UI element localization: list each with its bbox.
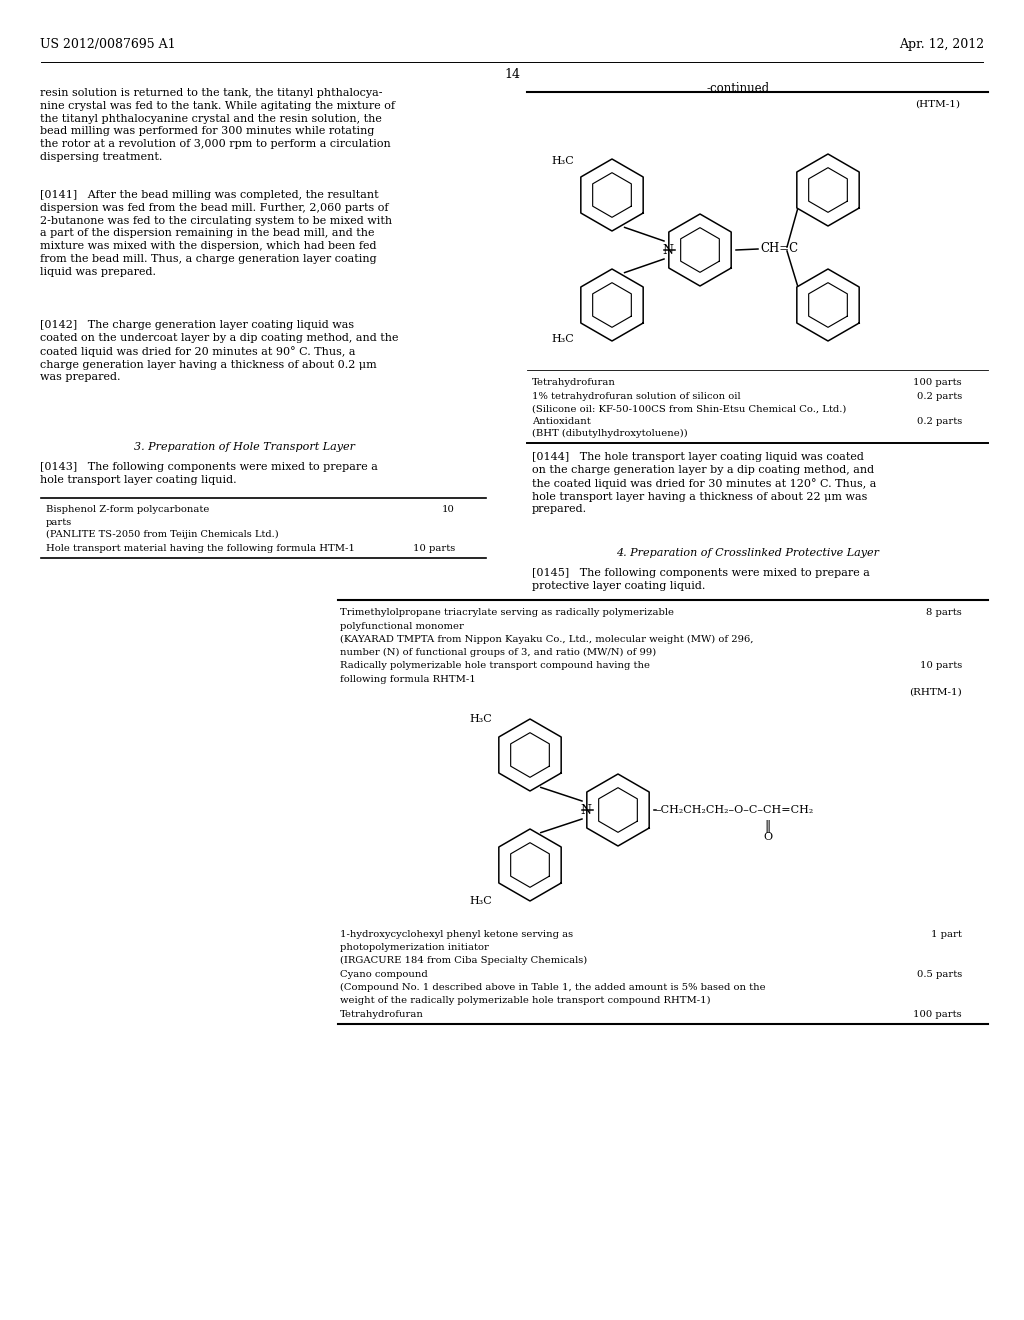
Text: (Compound No. 1 described above in Table 1, the added amount is 5% based on the: (Compound No. 1 described above in Table… (340, 983, 766, 993)
Text: 0.5 parts: 0.5 parts (916, 970, 962, 979)
Text: [0145]   The following components were mixed to prepare a
protective layer coati: [0145] The following components were mix… (532, 568, 869, 591)
Text: H₃C: H₃C (551, 334, 574, 343)
Text: number (N) of functional groups of 3, and ratio (MW/N) of 99): number (N) of functional groups of 3, an… (340, 648, 656, 657)
Text: 0.2 parts: 0.2 parts (916, 417, 962, 426)
Text: Hole transport material having the following formula HTM-1: Hole transport material having the follo… (46, 544, 355, 553)
Text: 8 parts: 8 parts (927, 609, 962, 616)
Text: N: N (581, 804, 592, 817)
Text: 1% tetrahydrofuran solution of silicon oil: 1% tetrahydrofuran solution of silicon o… (532, 392, 740, 401)
Text: N: N (663, 243, 674, 256)
Text: CH=C: CH=C (760, 243, 798, 256)
Text: photopolymerization initiator: photopolymerization initiator (340, 942, 488, 952)
Text: Trimethylolpropane triacrylate serving as radically polymerizable: Trimethylolpropane triacrylate serving a… (340, 609, 674, 616)
Text: (KAYARAD TMPTA from Nippon Kayaku Co., Ltd., molecular weight (MW) of 296,: (KAYARAD TMPTA from Nippon Kayaku Co., L… (340, 635, 754, 644)
Text: [0142]   The charge generation layer coating liquid was
coated on the undercoat : [0142] The charge generation layer coati… (40, 319, 398, 383)
Text: Tetrahydrofuran: Tetrahydrofuran (340, 1010, 424, 1019)
Text: 4. Preparation of Crosslinked Protective Layer: 4. Preparation of Crosslinked Protective… (616, 548, 880, 558)
Text: 0.2 parts: 0.2 parts (916, 392, 962, 401)
Text: 1-hydroxycyclohexyl phenyl ketone serving as: 1-hydroxycyclohexyl phenyl ketone servin… (340, 931, 573, 939)
Text: ‖: ‖ (765, 820, 771, 833)
Text: H₃C: H₃C (469, 714, 492, 725)
Text: 10 parts: 10 parts (920, 661, 962, 671)
Text: 100 parts: 100 parts (913, 378, 962, 387)
Text: weight of the radically polymerizable hole transport compound RHTM-1): weight of the radically polymerizable ho… (340, 997, 711, 1005)
Text: Apr. 12, 2012: Apr. 12, 2012 (899, 38, 984, 51)
Text: (HTM-1): (HTM-1) (915, 100, 961, 110)
Text: 1 part: 1 part (931, 931, 962, 939)
Text: (IRGACURE 184 from Ciba Specialty Chemicals): (IRGACURE 184 from Ciba Specialty Chemic… (340, 956, 587, 965)
Text: (Silicone oil: KF-50-100CS from Shin-Etsu Chemical Co., Ltd.): (Silicone oil: KF-50-100CS from Shin-Ets… (532, 405, 847, 414)
Text: following formula RHTM-1: following formula RHTM-1 (340, 675, 476, 684)
Text: [0144]   The hole transport layer coating liquid was coated
on the charge genera: [0144] The hole transport layer coating … (532, 451, 877, 515)
Text: resin solution is returned to the tank, the titanyl phthalocya-
nine crystal was: resin solution is returned to the tank, … (40, 88, 395, 162)
Text: [0141]   After the bead milling was completed, the resultant
dispersion was fed : [0141] After the bead milling was comple… (40, 190, 392, 277)
Text: US 2012/0087695 A1: US 2012/0087695 A1 (40, 38, 176, 51)
Text: O: O (764, 832, 772, 842)
Text: (BHT (dibutylhydroxytoluene)): (BHT (dibutylhydroxytoluene)) (532, 429, 688, 438)
Text: 3. Preparation of Hole Transport Layer: 3. Preparation of Hole Transport Layer (134, 442, 355, 451)
Text: [0143]   The following components were mixed to prepare a
hole transport layer c: [0143] The following components were mix… (40, 462, 378, 484)
Text: H₃C: H₃C (551, 156, 574, 166)
Text: 14: 14 (504, 69, 520, 81)
Text: parts: parts (46, 517, 73, 527)
Text: (PANLITE TS-2050 from Teijin Chemicals Ltd.): (PANLITE TS-2050 from Teijin Chemicals L… (46, 531, 279, 539)
Text: -continued: -continued (707, 82, 770, 95)
Text: 10: 10 (442, 506, 455, 513)
Text: –CH₂CH₂CH₂–O–C–CH=CH₂: –CH₂CH₂CH₂–O–C–CH=CH₂ (656, 805, 814, 814)
Text: Antioxidant: Antioxidant (532, 417, 591, 426)
Text: Cyano compound: Cyano compound (340, 970, 428, 979)
Text: Bisphenol Z-form polycarbonate: Bisphenol Z-form polycarbonate (46, 506, 209, 513)
Text: polyfunctional monomer: polyfunctional monomer (340, 622, 464, 631)
Text: 10 parts: 10 parts (413, 544, 455, 553)
Text: 100 parts: 100 parts (913, 1010, 962, 1019)
Text: (RHTM-1): (RHTM-1) (909, 688, 962, 697)
Text: Tetrahydrofuran: Tetrahydrofuran (532, 378, 615, 387)
Text: Radically polymerizable hole transport compound having the: Radically polymerizable hole transport c… (340, 661, 650, 671)
Text: H₃C: H₃C (469, 895, 492, 906)
